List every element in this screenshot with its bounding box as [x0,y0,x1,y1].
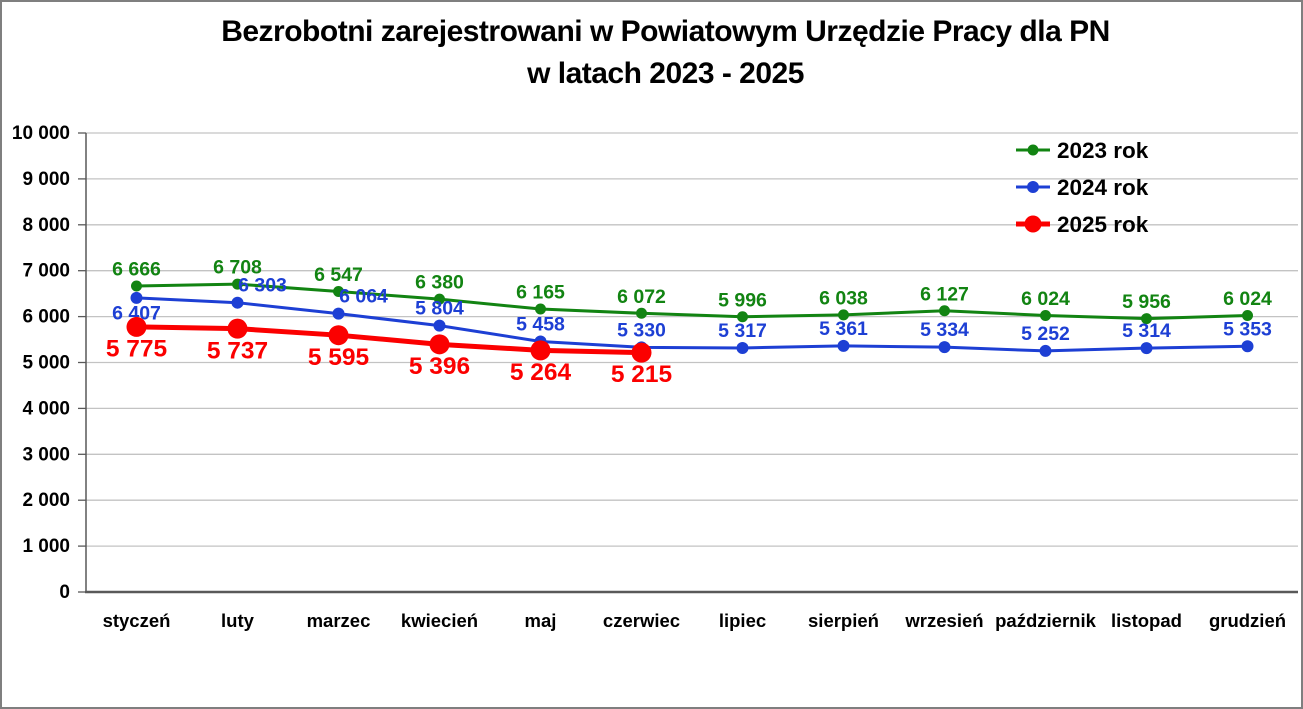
data-label: 6 380 [415,272,464,294]
x-axis-label: maj [525,610,557,631]
x-axis-label: listopad [1111,610,1182,631]
x-axis-label: sierpień [808,610,879,631]
x-axis-label: kwiecień [401,610,478,631]
data-label: 5 458 [516,313,565,335]
data-point-2023-rok [535,303,546,315]
series-line-2023-rok [135,282,1249,321]
data-point-2023-rok [232,278,243,290]
data-point-2024-rok [1241,340,1254,353]
data-label: 6 024 [1021,288,1070,310]
data-point-2023-rok [131,280,142,292]
data-label: 6 072 [617,286,666,308]
y-axis-label: 10 000 [12,123,70,144]
data-label: 6 127 [920,283,969,305]
data-point-2024-rok [837,339,850,352]
y-axis-label: 9 000 [22,169,70,190]
legend-item-label: 2024 rok [1057,175,1149,200]
data-point-2023-rok [1040,309,1051,321]
legend-marker [1027,181,1039,193]
data-label: 5 264 [510,359,572,386]
data-label: 5 595 [308,344,369,371]
y-axis-label: 4 000 [22,398,70,419]
x-axis-label: marzec [307,610,371,631]
legend-marker [1027,144,1039,156]
data-point-2023-rok [434,293,445,305]
data-point-2023-rok [737,311,748,323]
data-point-2025-rok [429,334,450,355]
data-label: 5 775 [106,336,167,363]
data-point-2025-rok [227,318,248,339]
data-point-2023-rok [939,305,950,317]
data-point-2024-rok [332,307,345,320]
x-axis-label: grudzień [1209,610,1286,631]
data-label: 6 666 [112,259,161,281]
data-point-2023-rok [838,309,849,321]
data-point-2023-rok [1141,313,1152,325]
data-point-2024-rok [130,291,143,304]
x-axis-label: styczeń [103,610,171,631]
chart-title: Bezrobotni zarejestrowani w Powiatowym U… [30,11,1301,95]
data-label: 5 317 [718,320,767,342]
data-point-2025-rok [530,340,551,361]
x-axis-label: czerwiec [603,610,680,631]
data-label: 5 334 [920,319,969,341]
data-label: 6 708 [213,257,262,279]
data-label: 5 396 [409,353,470,380]
x-axis-label: wrzesień [904,610,983,631]
data-label: 5 330 [617,319,666,341]
data-label: 5 996 [718,289,767,311]
data-point-2025-rok [328,325,349,346]
y-axis-label: 0 [59,582,70,603]
data-point-2025-rok [631,342,652,363]
series-line-2024-rok [135,296,1249,353]
data-point-2024-rok [433,319,446,332]
data-label: 5 215 [611,361,672,388]
y-axis-label: 3 000 [22,444,70,465]
data-label: 6 547 [314,264,363,286]
data-point-2023-rok [1242,309,1253,321]
data-label: 6 024 [1223,288,1272,310]
series-line-2025-rok [134,324,644,356]
data-point-2023-rok [636,307,647,319]
x-axis-label: październik [995,610,1096,631]
data-label: 5 353 [1223,318,1272,340]
data-label: 5 252 [1021,323,1070,345]
data-label: 6 407 [112,303,161,325]
data-point-2024-rok [1140,342,1153,355]
y-axis-label: 1 000 [22,536,70,557]
data-label: 5 737 [207,337,268,364]
data-label: 6 064 [339,286,388,308]
data-label: 5 804 [415,298,464,320]
x-axis-label: lipiec [719,610,766,631]
data-label: 6 165 [516,282,565,304]
data-point-2023-rok [333,285,344,297]
chart-title-line2: w latach 2023 - 2025 [527,57,804,90]
y-axis-label: 2 000 [22,490,70,511]
data-point-2024-rok [1039,344,1052,357]
data-point-2024-rok [736,341,749,354]
data-label: 5 956 [1122,291,1171,313]
y-axis-label: 6 000 [22,307,70,328]
data-point-2025-rok [126,316,147,337]
legend-item-label: 2023 rok [1057,138,1149,163]
data-label: 5 314 [1122,320,1171,342]
legend-marker [1024,215,1042,233]
data-point-2024-rok [938,341,951,354]
chart-title-line1: Bezrobotni zarejestrowani w Powiatowym U… [221,15,1110,48]
y-axis-label: 8 000 [22,215,70,236]
data-point-2024-rok [231,296,244,309]
data-label: 5 361 [819,318,868,340]
legend-item-label: 2025 rok [1057,212,1149,237]
x-axis-label: luty [221,610,255,631]
data-label: 6 038 [819,287,868,309]
y-axis-label: 5 000 [22,353,70,374]
data-label: 6 303 [238,275,287,297]
y-axis-label: 7 000 [22,261,70,282]
